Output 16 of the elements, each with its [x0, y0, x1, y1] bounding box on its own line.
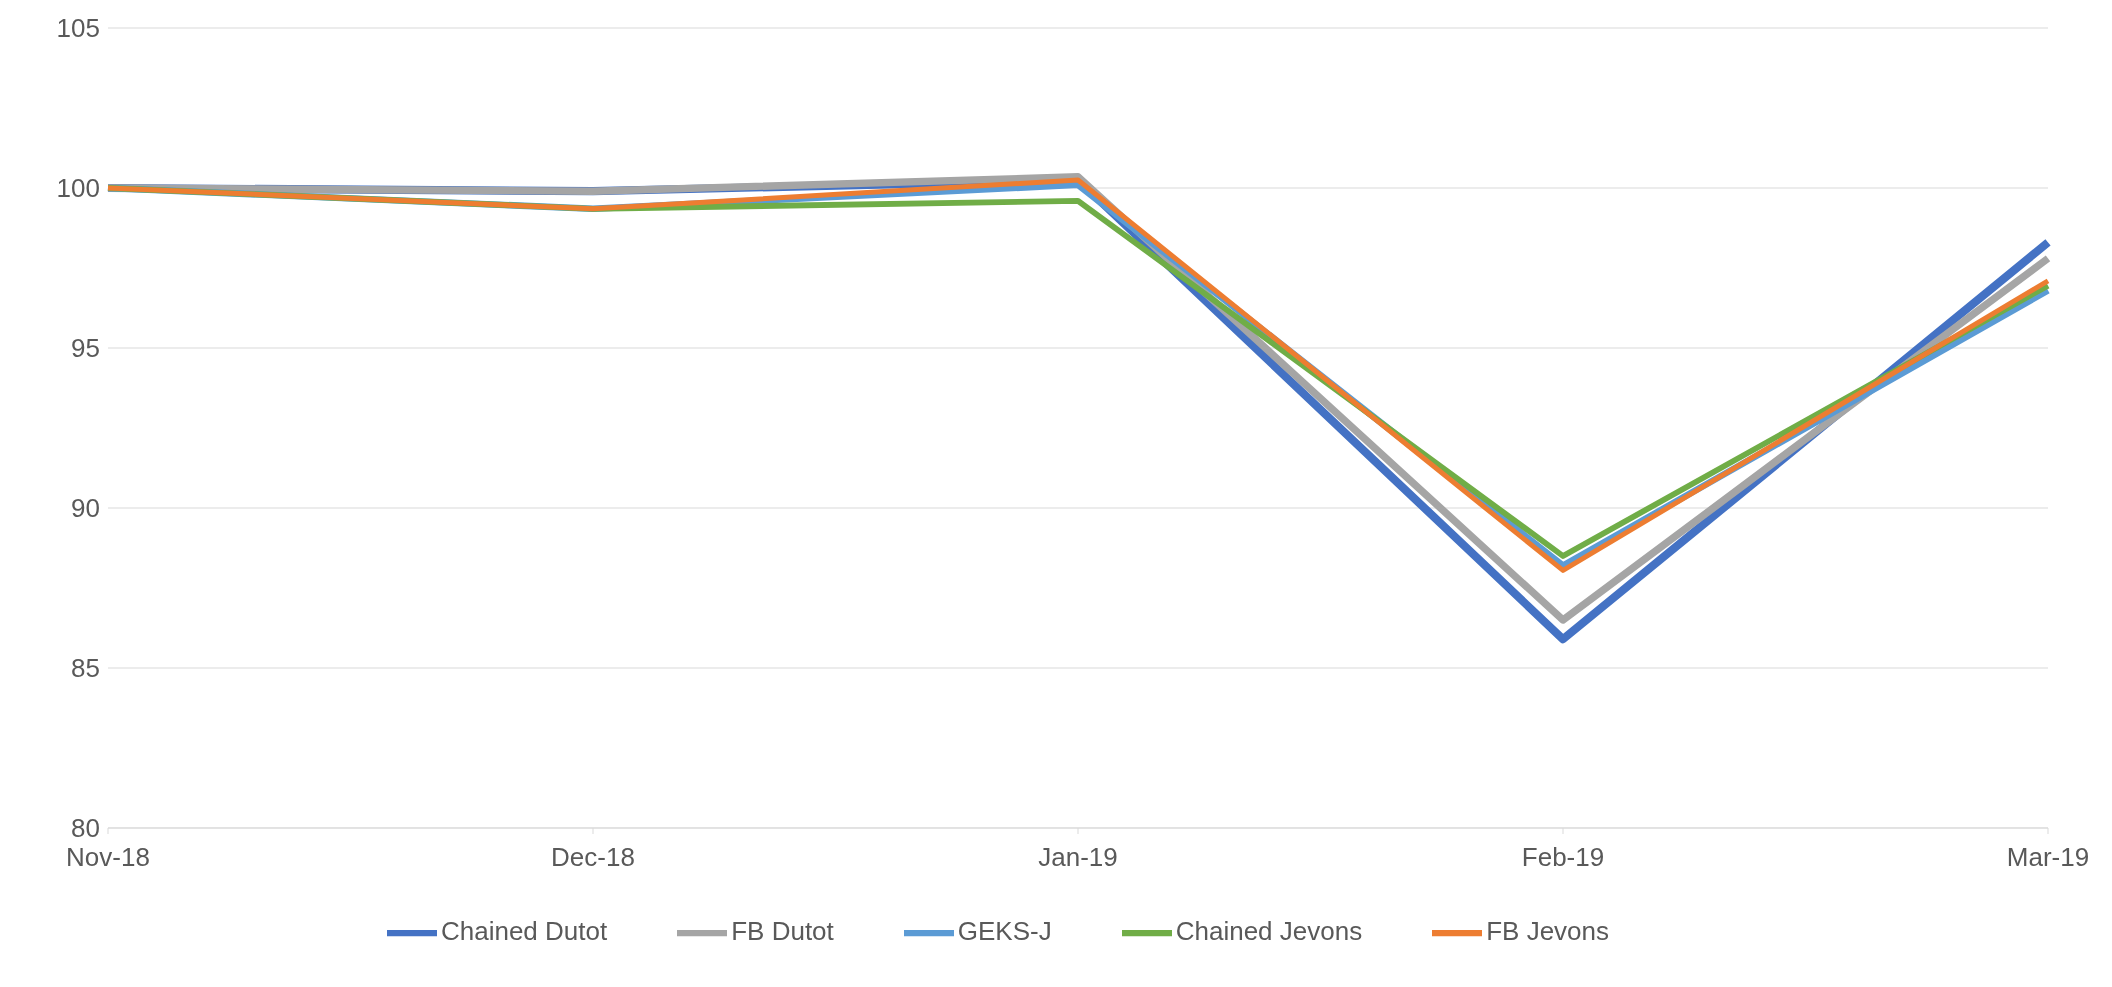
y-tick-label: 100 [56, 173, 100, 204]
y-tick-label: 85 [71, 653, 100, 684]
legend-label: FB Jevons [1486, 915, 1610, 946]
legend-label: FB Dutot [731, 915, 834, 946]
x-tick-label: Jan-19 [1038, 842, 1118, 873]
x-tick-label: Nov-18 [66, 842, 150, 873]
x-tick-label: Mar-19 [2006, 842, 2090, 873]
legend-label: Chained Jevons [1175, 915, 1363, 946]
x-tick-label: Feb-19 [1521, 842, 1605, 873]
x-tick-label: Dec-18 [551, 842, 635, 873]
legend-label: Chained Dutot [440, 915, 608, 946]
legend-label: GEKS-J [957, 915, 1052, 946]
y-tick-label: 80 [71, 813, 100, 844]
y-tick-label: 95 [71, 333, 100, 364]
y-tick-label: 90 [71, 493, 100, 524]
y-tick-label: 105 [56, 13, 100, 44]
